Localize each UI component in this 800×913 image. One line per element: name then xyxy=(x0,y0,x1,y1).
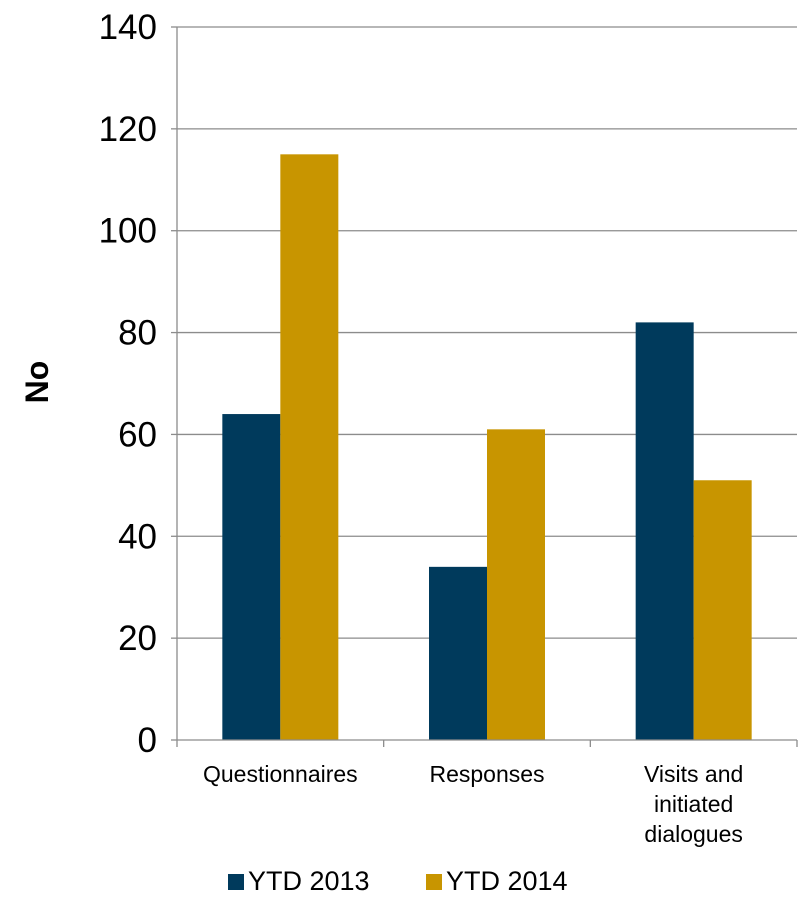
y-tick-labels: 0 20 40 60 80 100 120 140 xyxy=(99,8,157,760)
category-labels: Questionnaires Responses Visits and initiat… xyxy=(203,761,743,847)
legend-swatch xyxy=(426,874,442,890)
category-label: initiated xyxy=(654,791,733,817)
y-tick-label: 0 xyxy=(138,721,157,760)
bar-ytd-2013-2 xyxy=(635,322,694,740)
legend: YTD 2013 YTD 2014 xyxy=(228,866,568,896)
y-tick-label: 80 xyxy=(118,314,157,353)
bars xyxy=(222,154,752,741)
bar-ytd-2014-0 xyxy=(280,154,339,741)
bar-ytd-2014-2 xyxy=(693,480,752,740)
category-label: Visits and xyxy=(644,761,743,787)
y-tick-label: 100 xyxy=(99,212,157,251)
y-tick-label: 140 xyxy=(99,8,157,47)
y-axis-title: No xyxy=(19,361,55,404)
category-label: Responses xyxy=(429,761,544,787)
y-tick-label: 20 xyxy=(118,619,157,658)
legend-label: YTD 2014 xyxy=(446,866,568,896)
category-label: dialogues xyxy=(644,821,742,847)
y-tick-label: 120 xyxy=(99,110,157,149)
legend-label: YTD 2013 xyxy=(248,866,370,896)
bar-ytd-2013-0 xyxy=(222,414,281,740)
bar-ytd-2013-1 xyxy=(429,566,487,740)
bar-ytd-2014-1 xyxy=(487,429,545,740)
category-label: Questionnaires xyxy=(203,761,358,787)
legend-swatch xyxy=(228,874,244,890)
y-tick-label: 60 xyxy=(118,415,157,454)
y-tick-label: 40 xyxy=(118,517,157,556)
axes xyxy=(171,26,798,747)
